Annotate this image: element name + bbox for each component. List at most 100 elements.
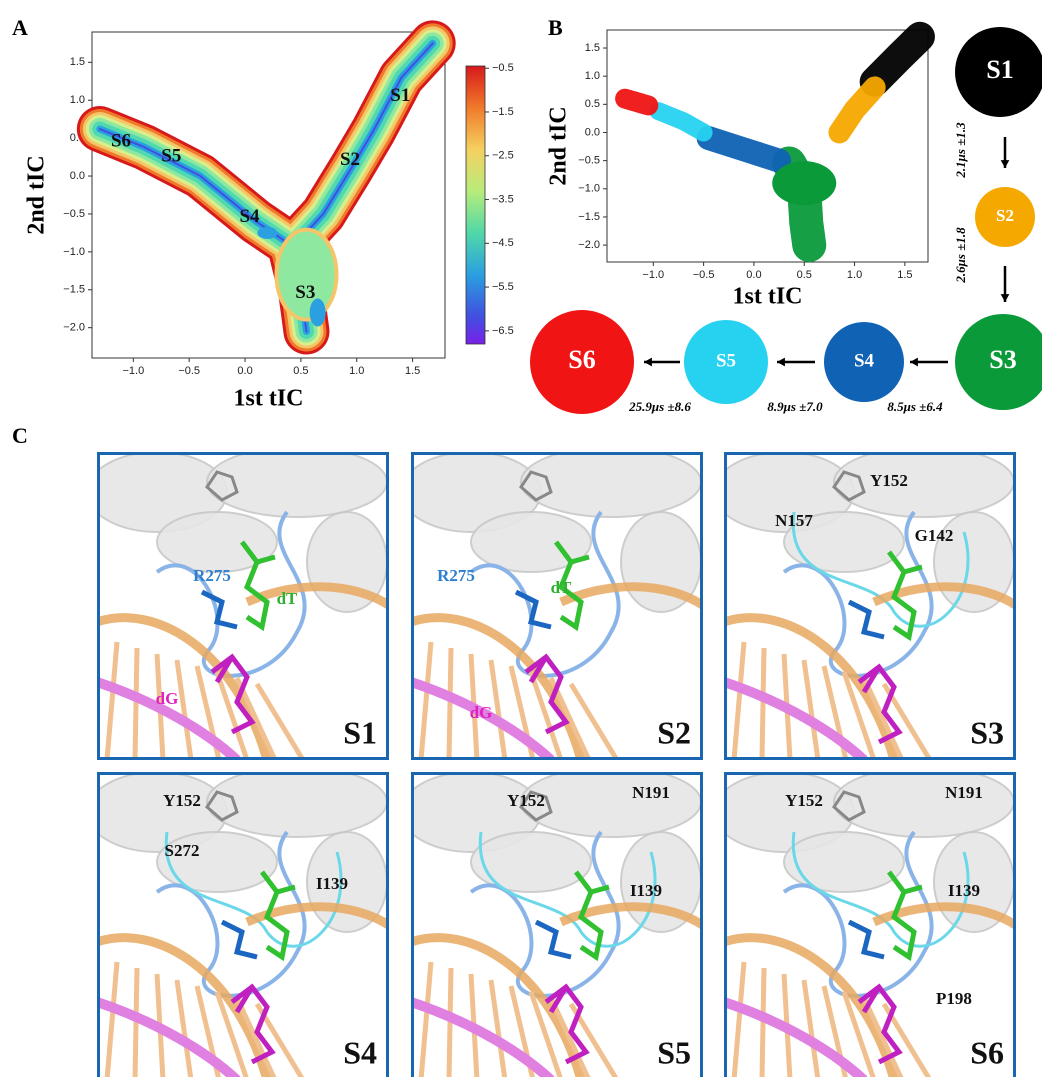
- y-tick-label: −2.0: [578, 239, 600, 251]
- x-tick-label: −1.0: [642, 269, 664, 281]
- colorbar-tick-label: −3.5: [492, 193, 514, 205]
- structure-image: [97, 772, 389, 1077]
- state-node: [955, 27, 1042, 117]
- x-tick-label: 1.0: [349, 365, 364, 377]
- residue-label: I139: [316, 874, 348, 893]
- dna-base: [132, 967, 140, 1077]
- dna-base: [214, 991, 249, 1077]
- nucleotide-dT: [887, 870, 923, 962]
- dna-base: [759, 647, 767, 760]
- state-node: [684, 320, 768, 404]
- dna-base: [104, 961, 120, 1077]
- x-tick-label: −0.5: [693, 269, 715, 281]
- dna-base: [132, 647, 140, 760]
- dna-base: [446, 967, 454, 1077]
- residue-label: R275: [437, 566, 475, 585]
- protein-cartoon: [783, 831, 905, 893]
- arrow-head: [1000, 160, 1010, 168]
- y-tick-label: 1.5: [585, 42, 600, 54]
- state-label: S6: [111, 130, 131, 151]
- state-label: S2: [340, 149, 360, 170]
- colorbar-tick-label: −6.5: [492, 325, 514, 337]
- contour-band: [257, 226, 278, 239]
- dna-strand: [97, 997, 241, 1077]
- structure-panel: Y152 S272 I139 S4: [97, 772, 389, 1077]
- y-tick-label: −0.5: [578, 155, 600, 167]
- dna-base: [488, 979, 508, 1077]
- y-axis-label: 2nd tIC: [546, 106, 572, 185]
- dna-base: [528, 671, 564, 760]
- residue-label: Y152: [507, 791, 545, 810]
- colorbar-tick-label: −1.5: [492, 106, 514, 118]
- dna-strand: [724, 677, 868, 760]
- state-label: S1: [343, 714, 377, 750]
- residue-label: S272: [165, 841, 200, 860]
- dna-base: [488, 659, 508, 760]
- dna-base: [841, 671, 877, 760]
- x-axis-label: 1st tIC: [733, 284, 803, 310]
- structure-image: [724, 452, 1016, 760]
- state-label: S4: [239, 206, 260, 227]
- dna-base: [759, 967, 767, 1077]
- y-tick-label: 1.0: [585, 70, 600, 82]
- state-label: S5: [161, 145, 181, 166]
- panel-frame: [97, 452, 389, 760]
- nucleotide-dT: [260, 870, 296, 962]
- dna-base: [548, 996, 591, 1077]
- contour-band: [309, 298, 326, 327]
- dna-base: [174, 979, 194, 1077]
- dna-strand: [411, 677, 555, 760]
- x-tick-label: 1.5: [897, 269, 912, 281]
- state-label: S5: [657, 1034, 691, 1070]
- residue-label: N191: [632, 783, 670, 802]
- residue-label: dT: [277, 589, 298, 608]
- y-tick-label: 1.5: [70, 56, 85, 68]
- x-tick-label: 1.0: [847, 269, 862, 281]
- state-node-label: S1: [986, 55, 1013, 84]
- y-tick-label: −0.5: [63, 208, 85, 220]
- nucleotide-dG: [230, 983, 276, 1065]
- transition-label: 2.1μs ±1.3: [953, 122, 968, 179]
- protein-cartoon: [470, 511, 592, 573]
- transition-label: 25.9μs ±8.6: [628, 399, 691, 414]
- state-node: [530, 310, 634, 414]
- structure-image: [411, 772, 703, 1077]
- state-node: [955, 314, 1042, 410]
- dna-base: [801, 979, 821, 1077]
- y-axis-label: 2nd tIC: [24, 155, 50, 234]
- x-tick-label: −0.5: [178, 365, 200, 377]
- panel-frame: [411, 452, 703, 760]
- transition-label: 8.9μs ±7.0: [767, 399, 823, 414]
- nucleotide-dG: [857, 983, 903, 1065]
- structure-panel: Y152 N191 I139 S5: [411, 772, 703, 1077]
- protein-cartoon: [156, 831, 278, 893]
- protein-cartoon: [156, 511, 278, 573]
- panel-frame: [411, 772, 703, 1077]
- residue-label: Y152: [163, 791, 201, 810]
- nucleotide-dG: [210, 653, 256, 735]
- state-label: S4: [343, 1034, 377, 1070]
- state-label: S6: [970, 1034, 1004, 1070]
- state-label: S3: [970, 714, 1004, 750]
- nucleotide-dT: [887, 550, 923, 642]
- residue-label: dG: [470, 703, 493, 722]
- panel-label: B: [548, 15, 563, 40]
- state-node-label: S4: [854, 350, 875, 371]
- dna-base: [214, 671, 250, 760]
- panel-label: C: [12, 423, 28, 448]
- residue-stick: [847, 599, 885, 640]
- y-tick-label: −1.0: [63, 246, 85, 258]
- panel-frame: [97, 772, 389, 1077]
- state-cluster: [859, 21, 935, 97]
- residue-stick: [220, 919, 258, 960]
- y-tick-label: −1.5: [578, 211, 600, 223]
- dna-base: [254, 682, 306, 760]
- state-node-label: S5: [716, 350, 736, 371]
- nucleotide-dT: [240, 540, 276, 632]
- transition-label: 2.6μs ±1.8: [953, 227, 968, 284]
- state-label: S1: [390, 85, 410, 106]
- dna-base: [861, 676, 905, 760]
- x-tick-label: 0.0: [746, 269, 761, 281]
- colorbar: [465, 65, 486, 345]
- x-tick-label: 0.5: [797, 269, 812, 281]
